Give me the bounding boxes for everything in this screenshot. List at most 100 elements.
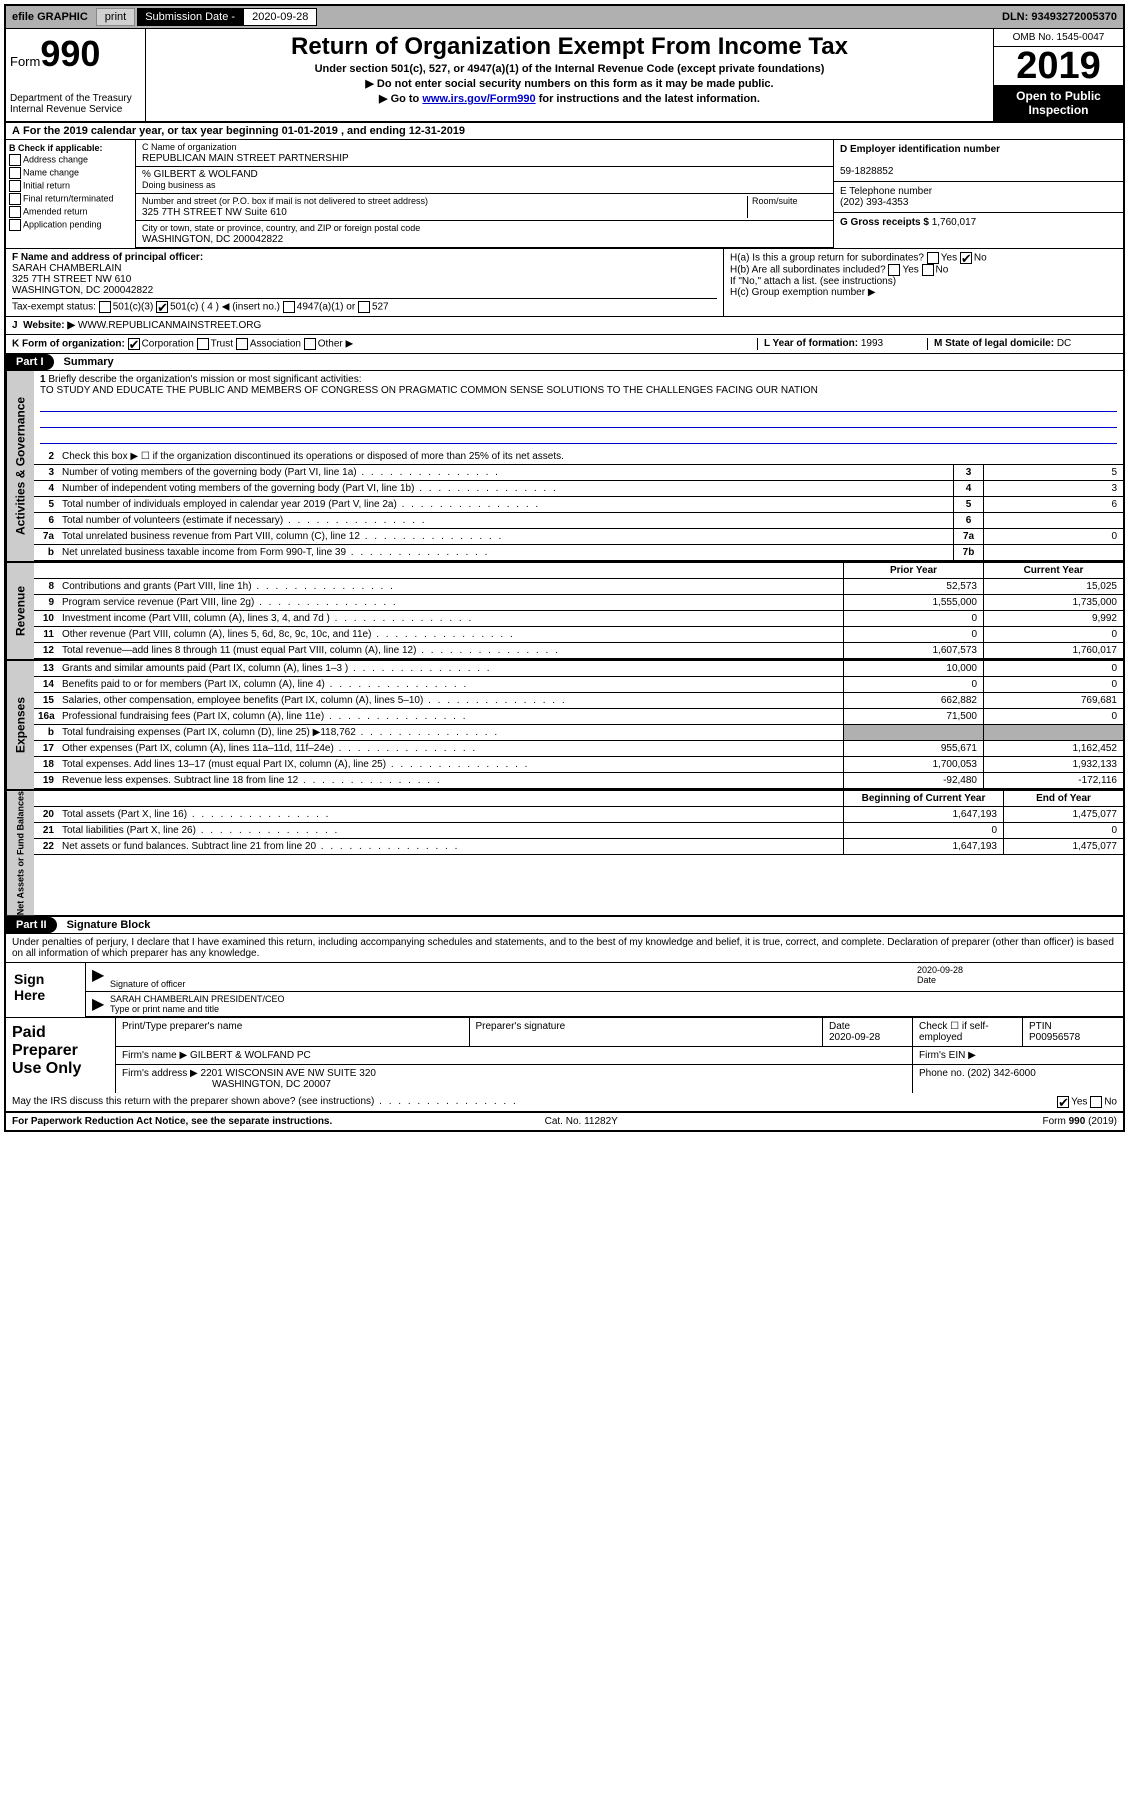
mission-block: 1 Briefly describe the organization's mi… [34, 371, 1123, 449]
fin-line-18: 18Total expenses. Add lines 13–17 (must … [34, 757, 1123, 773]
firm-name: GILBERT & WOLFAND PC [190, 1050, 311, 1061]
cb-501c[interactable] [156, 301, 168, 313]
line-klm: K Form of organization: Corporation Trus… [6, 335, 1123, 354]
net-line-20: 20Total assets (Part X, line 16)1,647,19… [34, 807, 1123, 823]
cb-4947[interactable] [283, 301, 295, 313]
gov-line-b: bNet unrelated business taxable income f… [34, 545, 1123, 561]
line-k: K Form of organization: Corporation Trus… [12, 338, 757, 350]
part1-tab: Part I [6, 354, 54, 370]
cb-trust[interactable] [197, 338, 209, 350]
public-inspection: Open to Public Inspection [994, 85, 1123, 121]
part2-tab: Part II [6, 917, 57, 933]
f-label: F Name and address of principal officer: [12, 252, 203, 263]
gov-line-7a: 7aTotal unrelated business revenue from … [34, 529, 1123, 545]
gross-value: 1,760,017 [932, 217, 977, 228]
form-word: Form [10, 54, 40, 69]
expenses-section: Expenses 13Grants and similar amounts pa… [6, 661, 1123, 791]
governance-section: Activities & Governance 1 Briefly descri… [6, 371, 1123, 563]
ptin-val: P00956578 [1029, 1032, 1080, 1043]
fin-line-14: 14Benefits paid to or for members (Part … [34, 677, 1123, 693]
section-c: C Name of organizationREPUBLICAN MAIN ST… [136, 140, 833, 248]
gov-line-4: 4Number of independent voting members of… [34, 481, 1123, 497]
cb-ha-no[interactable] [960, 252, 972, 264]
cb-address[interactable] [9, 154, 21, 166]
discuss-text: May the IRS discuss this return with the… [12, 1096, 518, 1108]
header-left: Form990 Department of the Treasury Inter… [6, 29, 146, 121]
cb-assoc[interactable] [236, 338, 248, 350]
uline [40, 398, 1117, 412]
line-j: J Website: ▶ WWW.REPUBLICANMAINSTREET.OR… [6, 317, 1123, 335]
fin-line-19: 19Revenue less expenses. Subtract line 1… [34, 773, 1123, 789]
cb-initial[interactable] [9, 180, 21, 192]
paid-line-1: Print/Type preparer's name Preparer's si… [116, 1018, 1123, 1047]
form990-link[interactable]: www.irs.gov/Form990 [422, 93, 535, 105]
hc-label: H(c) Group exemption number ▶ [730, 287, 1117, 298]
sign-here-label: Sign Here [6, 963, 86, 1017]
cb-ha-yes[interactable] [927, 252, 939, 264]
line-a: A For the 2019 calendar year, or tax yea… [6, 123, 1123, 140]
form-number: 990 [40, 33, 100, 74]
sig-arrow-icon: ▶ [92, 965, 110, 989]
dln: DLN: 93493272005370 [996, 9, 1123, 25]
section-b: B Check if applicable: Address change Na… [6, 140, 136, 248]
city-label: City or town, state or province, country… [142, 223, 420, 233]
firm-addr2: WASHINGTON, DC 20007 [212, 1079, 331, 1090]
print-button[interactable]: print [96, 8, 135, 26]
section-f: F Name and address of principal officer:… [6, 249, 723, 316]
line-m: M State of legal domicile: DC [927, 338, 1117, 350]
sig-arrow-icon: ▶ [92, 994, 110, 1014]
fin-line-13: 13Grants and similar amounts paid (Part … [34, 661, 1123, 677]
cb-discuss-no[interactable] [1090, 1096, 1102, 1108]
cb-corp[interactable] [128, 338, 140, 350]
cb-501c3[interactable] [99, 301, 111, 313]
cb-hb-yes[interactable] [888, 264, 900, 276]
page-footer: For Paperwork Reduction Act Notice, see … [6, 1112, 1123, 1130]
mission-text: TO STUDY AND EDUCATE THE PUBLIC AND MEMB… [40, 385, 818, 396]
cb-final[interactable] [9, 193, 21, 205]
form-990-page: efile GRAPHIC print Submission Date - 20… [4, 4, 1125, 1132]
cb-527[interactable] [358, 301, 370, 313]
ha-label: H(a) Is this a group return for subordin… [730, 253, 924, 264]
subtitle-1: Under section 501(c), 527, or 4947(a)(1)… [150, 63, 989, 75]
gov-line-6: 6Total number of volunteers (estimate if… [34, 513, 1123, 529]
paid-date-hdr: Date [829, 1021, 850, 1032]
uline [40, 414, 1117, 428]
fin-line-12: 12Total revenue—add lines 8 through 11 (… [34, 643, 1123, 659]
cb-other[interactable] [304, 338, 316, 350]
submission-date: 2020-09-28 [243, 8, 317, 26]
hb-note: If "No," attach a list. (see instruction… [730, 276, 1117, 287]
current-year-hdr: Current Year [983, 563, 1123, 578]
cb-discuss-yes[interactable] [1057, 1096, 1069, 1108]
netassets-tab: Net Assets or Fund Balances [6, 791, 34, 915]
header-center: Return of Organization Exempt From Incom… [146, 29, 993, 121]
officer-addr1: 325 7TH STREET NW 610 [12, 274, 131, 285]
preparer-name-hdr: Print/Type preparer's name [116, 1018, 470, 1046]
declaration-text: Under penalties of perjury, I declare th… [6, 934, 1123, 962]
paid-date-val: 2020-09-28 [829, 1032, 880, 1043]
cb-pending[interactable] [9, 219, 21, 231]
efile-label: efile GRAPHIC [6, 9, 94, 25]
firm-ein-label: Firm's EIN ▶ [913, 1047, 1123, 1064]
officer-addr2: WASHINGTON, DC 200042822 [12, 285, 153, 296]
fin-line-11: 11Other revenue (Part VIII, column (A), … [34, 627, 1123, 643]
sign-here-row: Sign Here ▶Signature of officer2020-09-2… [6, 962, 1123, 1017]
paid-line-2: Firm's name ▶ GILBERT & WOLFAND PC Firm'… [116, 1047, 1123, 1065]
gross-label: G Gross receipts $ [840, 217, 929, 228]
preparer-sig-hdr: Preparer's signature [470, 1018, 824, 1046]
begin-year-hdr: Beginning of Current Year [843, 791, 1003, 806]
firm-phone: (202) 342-6000 [967, 1068, 1035, 1079]
footer-cat: Cat. No. 11282Y [545, 1116, 618, 1127]
ptin-hdr: PTIN [1029, 1021, 1052, 1032]
cb-name[interactable] [9, 167, 21, 179]
c-name-label: C Name of organization [142, 142, 237, 152]
ein-value: 59-1828852 [840, 166, 893, 177]
form-header: Form990 Department of the Treasury Inter… [6, 29, 1123, 123]
street-address: 325 7TH STREET NW Suite 610 [142, 207, 287, 218]
uline [40, 430, 1117, 444]
cb-amended[interactable] [9, 206, 21, 218]
fin-line-15: 15Salaries, other compensation, employee… [34, 693, 1123, 709]
subtitle-3: Go to www.irs.gov/Form990 for instructio… [150, 92, 989, 105]
cb-hb-no[interactable] [922, 264, 934, 276]
ein-label: D Employer identification number [840, 144, 1000, 155]
paid-preparer-label: Paid Preparer Use Only [6, 1018, 116, 1093]
